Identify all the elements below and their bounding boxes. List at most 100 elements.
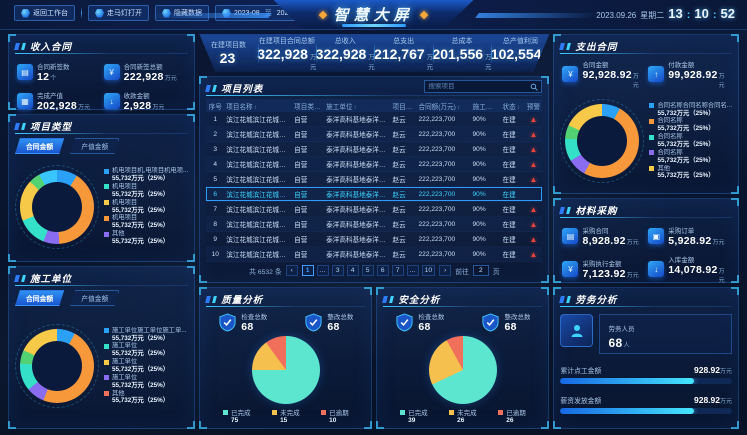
cell-project-name[interactable]: 滨江花城滨江花城滨江二期项... xyxy=(226,117,293,124)
column-no: 序号 xyxy=(208,103,222,111)
cell-project-name[interactable]: 滨江花城滨江花城滨江二期项... xyxy=(226,207,293,214)
warning-icon[interactable]: ▲ xyxy=(529,219,538,229)
cell-status: 在建 xyxy=(502,252,516,259)
cell-project-name[interactable]: 滨江花城滨江花城滨江二期项... xyxy=(226,132,293,139)
table-row[interactable]: 9 滨江花城滨江花城滨江二期项... 自营 泰洋高科基地泰洋高科有限公... 赵… xyxy=(206,232,543,247)
tab-amount[interactable]: 合同金额 xyxy=(15,290,65,306)
tab-amount[interactable]: 合同金额 xyxy=(15,138,65,154)
tab-amount[interactable]: 产值金额 xyxy=(70,290,120,306)
cell-project-type: 自营 xyxy=(294,117,308,124)
kpi-label: 总产值利润 xyxy=(502,37,538,45)
kpi-unit: 万元 xyxy=(426,53,434,71)
cell-status: 在建 xyxy=(502,207,516,214)
page-button[interactable]: 5 xyxy=(361,265,374,276)
table-row[interactable]: 10 滨江花城滨江花城滨江二期项... 自营 泰洋高科基地泰洋高科有限公... … xyxy=(206,247,543,262)
warning-icon[interactable]: ▲ xyxy=(529,144,538,154)
warning-icon[interactable]: ▲ xyxy=(529,129,538,139)
legend-swatch-icon xyxy=(649,118,655,124)
cell-progress: 90% xyxy=(472,190,486,198)
search-icon[interactable] xyxy=(530,83,539,91)
table-row[interactable]: 2 滨江花城滨江花城滨江二期项... 自营 泰洋高科基地泰洋高科有限公... 赵… xyxy=(206,127,543,142)
cell-progress: 90% xyxy=(472,130,486,138)
stat-icon: ▤ xyxy=(562,228,579,244)
legend-swatch-icon xyxy=(223,409,229,415)
stat-item: ↓ 入库金额 14,078.92 万元 xyxy=(648,254,730,284)
pagination-total: 共 6532 条 xyxy=(249,268,282,276)
stat-icon: ↓ xyxy=(103,93,120,109)
table-row[interactable]: 5 滨江花城滨江花城滨江二期项... 自营 泰洋高科基地泰洋高科有限公... 赵… xyxy=(206,172,543,187)
sort-icon[interactable]: ↕ xyxy=(456,104,460,111)
cell-status: 在建 xyxy=(502,162,516,169)
cell-project-name[interactable]: 滨江花城滨江花城滨江二期项... xyxy=(226,177,293,184)
panel-project-type: 项目类型 合同金额 产值金额 机电项目机,电项目机电项... 55,732万 xyxy=(8,114,196,262)
warning-icon[interactable]: ▲ xyxy=(529,114,538,124)
column-type: 项目类型↕ xyxy=(292,101,324,111)
warning-icon[interactable]: ▲ xyxy=(529,174,538,184)
cell-project-name[interactable]: 滨江花城滨江花城滨江二期项... xyxy=(226,162,293,169)
page-button[interactable]: 6 xyxy=(376,265,389,276)
kpi-value: 322,928 xyxy=(315,45,367,62)
legend-item: 已完成 75 xyxy=(223,407,251,424)
page-button[interactable]: 4 xyxy=(346,265,359,276)
table-row[interactable]: 7 滨江花城滨江花城滨江二期项... 自营 泰洋高科基地泰洋高科有限公... 赵… xyxy=(206,202,543,217)
page-button[interactable]: ... xyxy=(316,265,329,276)
warning-icon[interactable]: ▲ xyxy=(529,204,538,214)
marquee-toggle-button[interactable]: 走马灯打开 xyxy=(88,5,149,21)
cell-project-name[interactable]: 滨江花城滨江花城滨江二期项... xyxy=(226,252,293,259)
page-button[interactable]: 3 xyxy=(331,265,344,276)
cell-construction-unit: 泰洋高科基地泰洋高科有限公... xyxy=(326,132,390,139)
title-marker-icon xyxy=(14,42,20,50)
cell-project-name[interactable]: 滨江花城滨江花城滨江二期项... xyxy=(226,237,293,244)
kpi-label: 在建项目数 xyxy=(210,42,246,49)
progress-fill xyxy=(560,408,695,414)
cell-amount: 222,223,700 xyxy=(418,115,456,123)
prev-page-button[interactable]: ‹ xyxy=(285,265,298,276)
cell-status: 在建 xyxy=(502,177,516,184)
shield-icon xyxy=(219,312,236,332)
search-input[interactable] xyxy=(428,83,528,90)
next-page-button[interactable]: › xyxy=(439,265,452,276)
cell-construction-unit: 泰洋高科基地泰洋高科有限公... xyxy=(326,117,390,124)
page-button[interactable]: ... xyxy=(406,265,419,276)
legend-item: 其他 55,732万元（25%） xyxy=(104,390,188,406)
donut-chart-wrap xyxy=(15,324,99,408)
page-button[interactable]: 10 xyxy=(421,265,436,276)
cell-project-name[interactable]: 滨江花城滨江花城滨江二期项... xyxy=(226,192,293,199)
warning-icon[interactable]: ▲ xyxy=(529,159,538,169)
cell-construction-unit: 泰洋高科基地泰洋高科有限公... xyxy=(326,147,390,154)
goto-page-input[interactable] xyxy=(472,265,489,276)
table-row[interactable]: 4 滨江花城滨江花城滨江二期项... 自营 泰洋高科基地泰洋高科有限公... 赵… xyxy=(206,157,543,172)
workspace-button[interactable]: 返回工作台 xyxy=(14,5,75,21)
workspace-button-label: 返回工作台 xyxy=(33,10,68,17)
column-warning: 预警 xyxy=(526,103,541,111)
cell-construction-unit: 泰洋高科基地泰洋高科有限公... xyxy=(326,252,390,259)
table-row[interactable]: 3 滨江花城滨江花城滨江二期项... 自营 泰洋高科基地泰洋高科有限公... 赵… xyxy=(206,142,543,157)
legend-item: 已逾期 26 xyxy=(498,407,526,424)
table-row[interactable]: 8 滨江花城滨江花城滨江二期项... 自营 泰洋高科基地泰洋高科有限公... 赵… xyxy=(206,217,543,232)
sort-icon[interactable]: ↕ xyxy=(253,104,257,111)
cell-manager: 赵云 xyxy=(392,222,406,229)
cell-project-name[interactable]: 滨江花城滨江花城滨江二期项... xyxy=(226,222,293,229)
project-search-box[interactable] xyxy=(424,80,543,93)
page-button[interactable]: 7 xyxy=(391,265,404,276)
cell-progress: 90% xyxy=(472,160,486,168)
warning-icon[interactable]: ▲ xyxy=(529,234,538,244)
legend-item: 施工单位 55,732万元（25%） xyxy=(104,358,188,374)
table-row[interactable]: 6 滨江花城滨江花城滨江二期项... 自营 泰洋高科基地泰洋高科有限公... 赵… xyxy=(206,187,543,202)
table-row[interactable]: 1 滨江花城滨江花城滨江二期项... 自营 泰洋高科基地泰洋高科有限公... 赵… xyxy=(206,112,543,127)
goto-label: 前往 xyxy=(455,268,469,276)
sort-icon[interactable]: ↕ xyxy=(353,104,357,111)
stat-item: ▦ 完成产值 202,928 万元 xyxy=(17,90,100,112)
stat-unit: 万元 xyxy=(78,105,91,111)
cell-status: 在建 xyxy=(502,222,516,229)
legend-item: 机电项目 55,732万元（25%） xyxy=(104,199,188,215)
title-marker-icon xyxy=(205,84,212,92)
page-button[interactable]: 1 xyxy=(301,265,314,276)
tab-amount[interactable]: 产值金额 xyxy=(70,138,120,154)
cell-project-name[interactable]: 滨江花城滨江花城滨江二期项... xyxy=(226,147,293,154)
cell-progress: 90% xyxy=(472,235,486,243)
warning-icon[interactable]: ▲ xyxy=(529,249,538,259)
cell-amount: 222,223,700 xyxy=(418,145,456,153)
sort-icon[interactable]: ↕ xyxy=(516,104,520,111)
cell-status: 在建 xyxy=(502,147,516,154)
